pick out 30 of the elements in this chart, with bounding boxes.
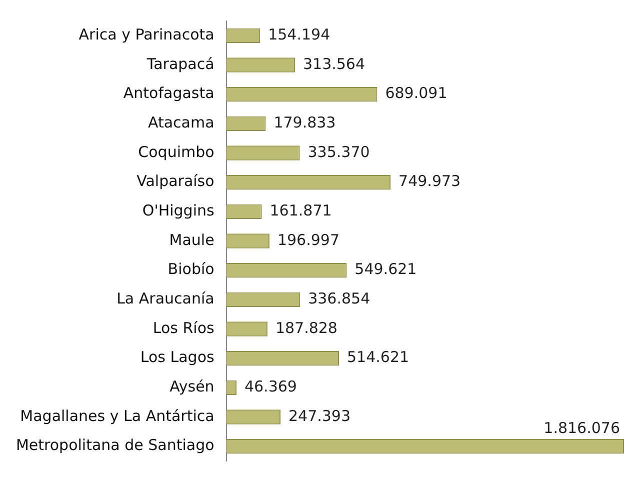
- data-label: 313.564: [302, 54, 366, 73]
- y-tick-label: Atacama: [148, 114, 214, 132]
- y-tick-label: Magallanes y La Antártica: [20, 406, 214, 425]
- data-label: 1.816.076: [544, 419, 620, 438]
- data-label: 154.194: [268, 26, 330, 44]
- y-tick-label: Los Ríos: [152, 318, 214, 337]
- y-tick-label: Aysén: [170, 378, 214, 396]
- y-tick-label: Tarapacá: [146, 54, 214, 73]
- data-label: 247.393: [288, 406, 351, 425]
- y-tick-label: Arica y Parinacota: [78, 26, 214, 44]
- y-tick-label: Biobío: [168, 260, 214, 278]
- y-tick-label: Los Lagos: [140, 348, 214, 366]
- y-tick-label: La Araucanía: [116, 290, 214, 308]
- y-tick-label: Coquimbo: [138, 142, 214, 161]
- data-label: 187.828: [275, 318, 338, 337]
- data-label: 46.369: [244, 378, 297, 396]
- y-tick-label: O'Higgins: [142, 202, 214, 220]
- y-tick-label: Antofagasta: [123, 84, 214, 102]
- y-tick-label: Metropolitana de Santiago: [16, 436, 214, 454]
- data-label: 689.091: [385, 84, 448, 102]
- data-label: 549.621: [354, 260, 417, 278]
- data-label: 196.997: [277, 230, 340, 249]
- data-label: 335.370: [308, 142, 370, 161]
- y-tick-label: Valparaíso: [136, 172, 214, 190]
- y-tick-label: Maule: [169, 230, 214, 249]
- data-label: 514.621: [347, 348, 410, 366]
- data-label: 161.871: [270, 202, 332, 220]
- data-label: 749.973: [398, 172, 461, 190]
- data-label: 179.833: [274, 114, 336, 132]
- data-label: 336.854: [308, 290, 370, 308]
